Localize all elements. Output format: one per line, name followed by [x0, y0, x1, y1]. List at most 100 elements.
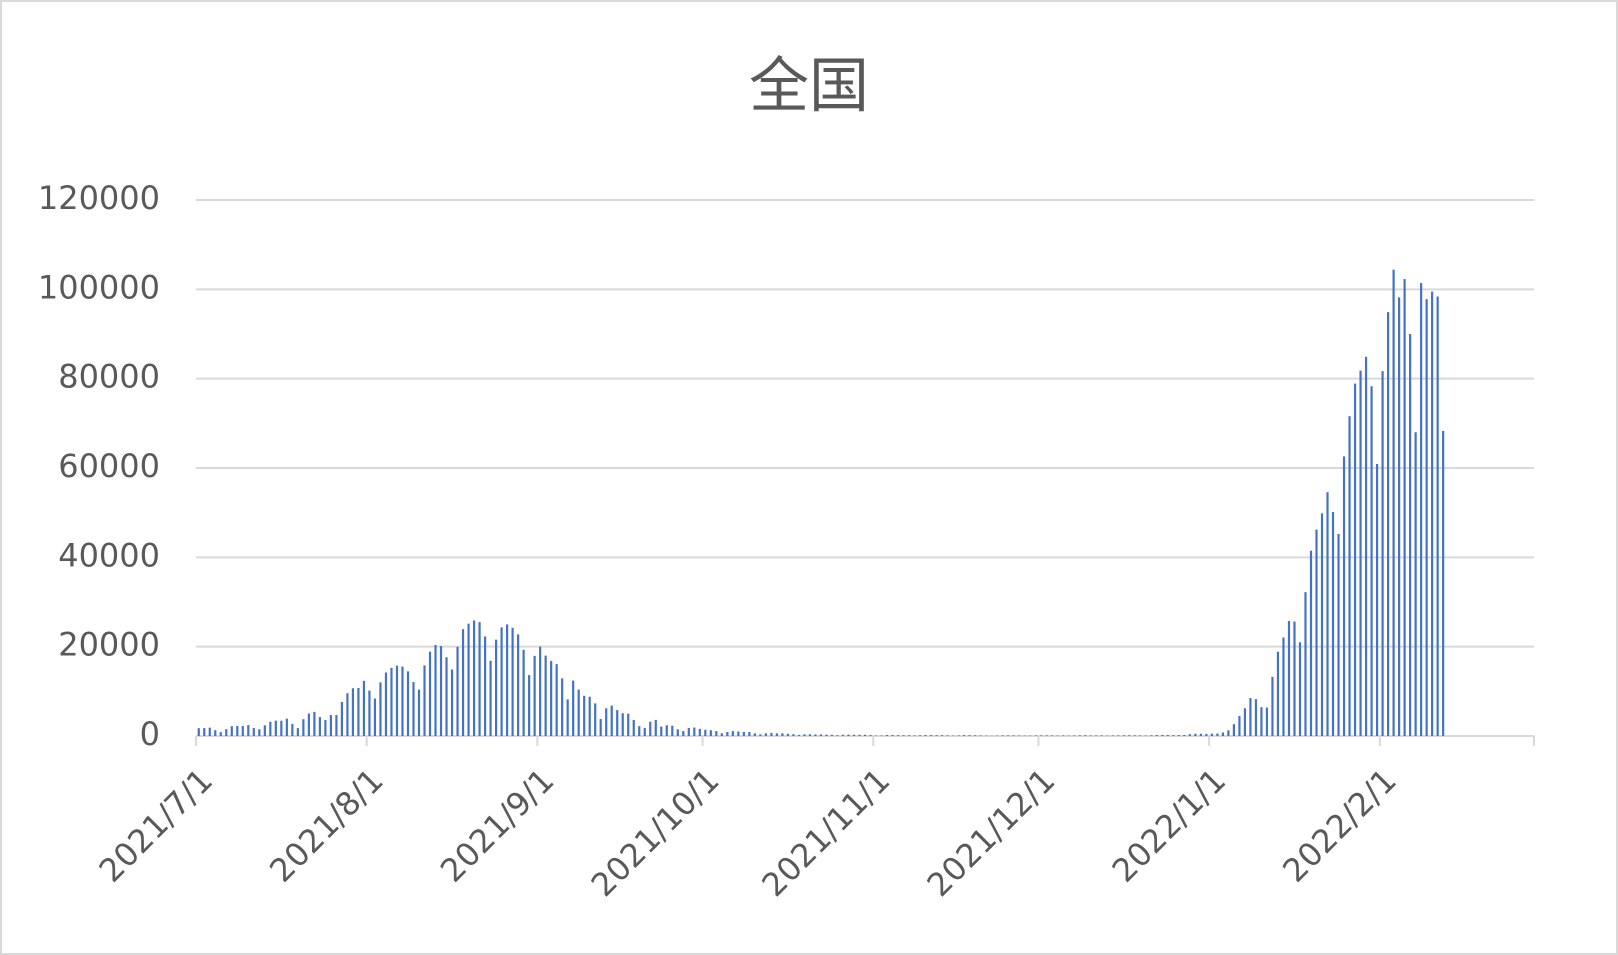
bar: [1397, 297, 1401, 736]
bar: [1420, 283, 1423, 736]
bar: [825, 734, 828, 736]
bar: [1260, 707, 1263, 736]
bar: [638, 726, 641, 736]
bar: [373, 698, 377, 736]
bar: [1012, 735, 1015, 736]
bar: [847, 734, 850, 736]
bar: [1392, 269, 1395, 736]
bar: [907, 735, 911, 736]
bar: [401, 666, 404, 736]
bar: [1254, 699, 1258, 736]
bar: [1045, 735, 1048, 736]
bar: [1040, 735, 1043, 736]
bar: [340, 701, 344, 736]
bar: [1331, 512, 1335, 736]
bar: [1133, 735, 1136, 736]
bar: [324, 720, 327, 736]
bar: [649, 721, 652, 736]
bar: [522, 649, 525, 736]
bar: [974, 735, 977, 736]
bar: [280, 720, 283, 736]
bar: [1210, 733, 1213, 736]
y-tick-label: 60000: [58, 447, 160, 485]
bar: [1353, 383, 1357, 736]
bar: [252, 728, 255, 736]
bar: [577, 689, 580, 736]
bar: [896, 735, 900, 736]
bar: [1001, 735, 1004, 736]
bar: [1381, 371, 1384, 736]
bar: [384, 672, 388, 736]
bar: [1238, 716, 1241, 736]
bar: [676, 729, 679, 736]
bar: [1442, 430, 1445, 736]
bar: [439, 645, 443, 736]
bar: [594, 703, 597, 736]
bar: [687, 727, 690, 736]
bar: [285, 718, 288, 736]
bar: [858, 734, 861, 736]
bar: [362, 680, 366, 736]
bar: [539, 646, 542, 736]
bar: [808, 734, 812, 736]
bar: [1122, 735, 1125, 736]
bar: [786, 733, 790, 736]
bar: [693, 727, 696, 736]
bar: [423, 665, 426, 736]
bar: [269, 721, 272, 736]
bar: [1414, 432, 1417, 736]
bar: [792, 734, 795, 736]
bar: [610, 705, 613, 736]
bar: [698, 728, 701, 736]
bar: [1155, 735, 1158, 736]
bar: [1051, 735, 1054, 736]
bar: [836, 735, 839, 736]
bar: [764, 733, 767, 736]
bar: [1436, 296, 1439, 736]
bar: [1249, 698, 1252, 736]
bar: [1089, 735, 1092, 736]
bar: [417, 689, 421, 736]
bar: [1364, 356, 1368, 736]
bar: [803, 734, 806, 736]
bar: [500, 627, 503, 736]
bar: [1265, 707, 1269, 736]
bar: [775, 733, 779, 736]
bar: [395, 665, 399, 736]
bar: [1375, 463, 1379, 736]
bar: [241, 726, 244, 736]
bar: [1348, 416, 1351, 736]
bar: [346, 693, 349, 736]
bar: [709, 730, 712, 736]
bar: [1227, 730, 1230, 736]
bar: [434, 645, 437, 736]
bar: [307, 713, 310, 736]
bar: [671, 725, 674, 736]
bar: [335, 715, 338, 736]
bar: [203, 728, 206, 736]
bar: [1034, 735, 1037, 736]
bar: [555, 664, 558, 736]
bar: [1403, 279, 1406, 736]
bar: [1216, 733, 1219, 736]
bar: [1188, 734, 1191, 736]
bar: [258, 729, 261, 736]
bar: [1243, 708, 1247, 736]
y-tick-label: 40000: [58, 536, 160, 574]
bar: [830, 734, 834, 736]
bar: [208, 727, 211, 736]
bar: [302, 719, 305, 736]
bar: [599, 719, 602, 736]
bar: [814, 734, 817, 736]
bar: [274, 720, 277, 736]
bar: [505, 624, 509, 736]
bar: [1315, 529, 1318, 736]
bar: [1309, 550, 1313, 736]
bar: [533, 655, 536, 736]
bar: [1183, 734, 1186, 736]
bar: [643, 727, 646, 736]
bar: [891, 735, 894, 736]
bar: [704, 729, 707, 736]
